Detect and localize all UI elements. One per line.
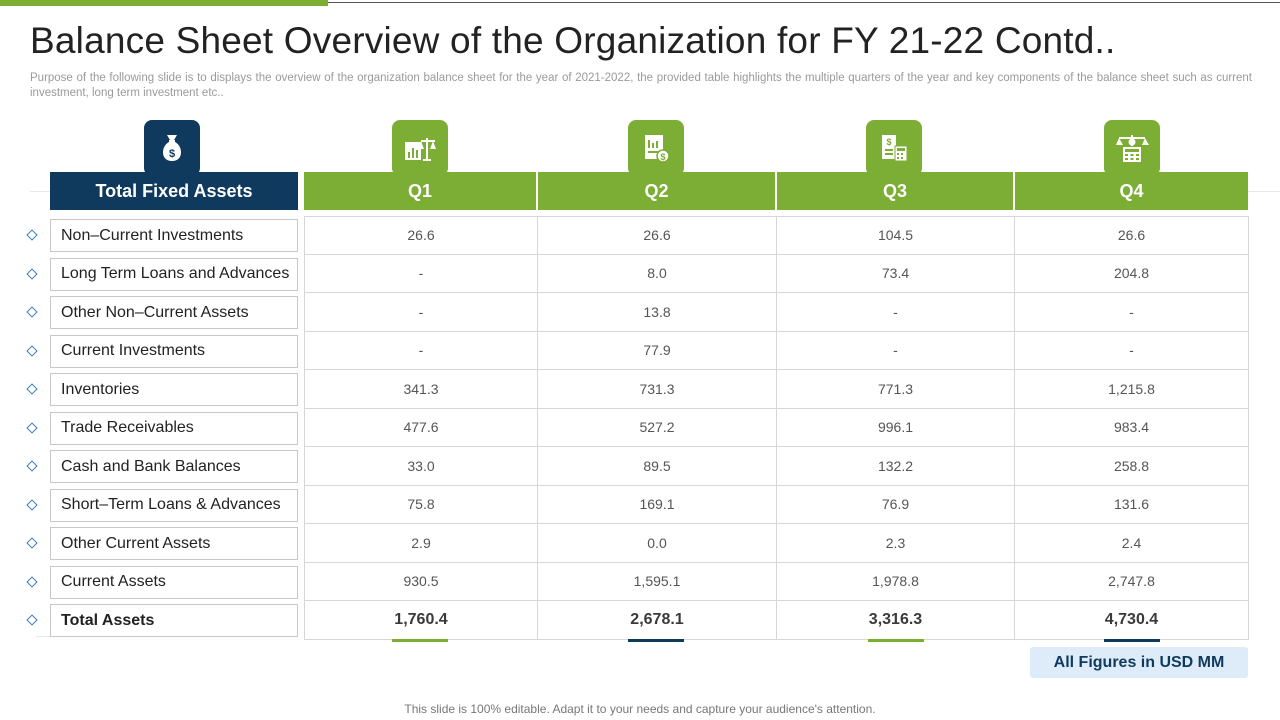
footer-note: This slide is 100% editable. Adapt it to…	[404, 702, 876, 716]
table-cell-q4: 4,730.4	[1015, 601, 1249, 640]
table-cell-q2: 89.5	[538, 447, 777, 486]
table-cell-q4: 131.6	[1015, 485, 1249, 524]
scale-calculator-icon	[1104, 120, 1160, 176]
q4-total-underline	[1104, 639, 1160, 642]
table-cell-q2: 2,678.1	[538, 601, 777, 640]
row-label: Other Current Assets	[50, 527, 298, 560]
table-cell-q4: 2,747.8	[1015, 562, 1249, 601]
row-bullet-icon	[26, 498, 38, 511]
table-cell-q1: 477.6	[304, 408, 538, 447]
table-cell-q4: -	[1015, 293, 1249, 332]
table-cell-q3: 76.9	[777, 485, 1015, 524]
table-cell-q4: 983.4	[1015, 408, 1249, 447]
row-label: Current Investments	[50, 334, 298, 368]
table-cell-q1: 341.3	[304, 370, 538, 409]
financial-document-icon: $	[628, 120, 684, 176]
table-cell-q2: 1,595.1	[538, 562, 777, 601]
svg-text:$: $	[660, 152, 665, 162]
table-cell-q2: 731.3	[538, 370, 777, 409]
table-cell-q1: -	[304, 331, 538, 370]
table-cell-q1: 1,760.4	[304, 601, 538, 640]
row-label: Long Term Loans and Advances	[50, 257, 298, 291]
row-bullet-icon	[26, 460, 38, 472]
table-cell-q3: 996.1	[777, 408, 1015, 447]
q1-total-underline	[392, 639, 448, 642]
table-cell-q2: 77.9	[538, 331, 777, 370]
accent-green-segment	[0, 0, 328, 6]
table-cell-q3: 3,316.3	[777, 601, 1015, 640]
figures-unit-note: All Figures in USD MM	[1030, 647, 1248, 678]
money-bag-icon: $	[144, 120, 200, 176]
table-cell-q3: -	[777, 293, 1015, 332]
svg-text:$: $	[169, 148, 175, 160]
row-label: Trade Receivables	[50, 411, 298, 445]
table-cell-q3: 771.3	[777, 370, 1015, 409]
slide-title: Balance Sheet Overview of the Organizati…	[30, 20, 1116, 61]
column-header-q3: Q3	[777, 172, 1013, 210]
table-cell-q2: 26.6	[538, 216, 777, 255]
row-bullet-icon	[26, 306, 38, 318]
table-cell-q3: 132.2	[777, 447, 1015, 486]
table-cell-q4: 258.8	[1015, 447, 1249, 486]
column-header-q4: Q4	[1015, 172, 1248, 210]
row-label: Inventories	[50, 373, 298, 406]
row-bullet-icon	[26, 614, 38, 626]
table-cell-q3: 1,978.8	[777, 562, 1015, 601]
table-cell-q2: 8.0	[538, 254, 777, 293]
row-label: Other Non–Current Assets	[50, 296, 298, 329]
q3-total-underline	[868, 639, 924, 642]
table-cell-q4: 204.8	[1015, 254, 1249, 293]
row-label: Total Assets	[50, 604, 298, 637]
row-bullet-icon	[26, 537, 38, 549]
table-cell-q4: 2.4	[1015, 524, 1249, 563]
row-bullet-icon	[26, 267, 38, 280]
table-cell-q3: 73.4	[777, 254, 1015, 293]
row-bullet-icon	[26, 229, 38, 241]
svg-text:$: $	[886, 137, 891, 147]
decor-line-left	[30, 191, 50, 192]
table-cell-q2: 527.2	[538, 408, 777, 447]
table-cell-q4: -	[1015, 331, 1249, 370]
row-bullet-icon	[26, 575, 38, 588]
row-label: Short–Term Loans & Advances	[50, 488, 298, 522]
row-bullet-icon	[26, 383, 38, 395]
row-label: Cash and Bank Balances	[50, 450, 298, 483]
table-cell-q1: 33.0	[304, 447, 538, 486]
label-column-header: Total Fixed Assets	[50, 172, 298, 210]
table-cell-q4: 1,215.8	[1015, 370, 1249, 409]
table-cell-q1: 930.5	[304, 562, 538, 601]
top-accent-bar	[0, 0, 1280, 6]
q2-total-underline	[628, 639, 684, 642]
table-cell-q2: 0.0	[538, 524, 777, 563]
slide-subtitle: Purpose of the following slide is to dis…	[30, 72, 1252, 99]
invoice-calculator-icon: $	[866, 120, 922, 176]
row-label: Non–Current Investments	[50, 219, 298, 252]
table-cell-q3: 104.5	[777, 216, 1015, 255]
table-cell-q3: -	[777, 331, 1015, 370]
column-header-q2: Q2	[538, 172, 775, 210]
row-bullet-icon	[26, 421, 38, 434]
table-cell-q1: 26.6	[304, 216, 538, 255]
decor-line-right	[1248, 191, 1280, 192]
table-cell-q2: 13.8	[538, 293, 777, 332]
table-cell-q4: 26.6	[1015, 216, 1249, 255]
balance-scale-chart-icon	[392, 120, 448, 176]
table-cell-q2: 169.1	[538, 485, 777, 524]
accent-line	[328, 2, 1280, 3]
table-cell-q1: -	[304, 293, 538, 332]
table-cell-q3: 2.3	[777, 524, 1015, 563]
row-bullet-icon	[26, 344, 38, 357]
decor-line-bottom	[36, 636, 50, 637]
table-cell-q1: 75.8	[304, 485, 538, 524]
table-cell-q1: -	[304, 254, 538, 293]
row-label: Current Assets	[50, 565, 298, 599]
column-header-q1: Q1	[304, 172, 536, 210]
table-cell-q1: 2.9	[304, 524, 538, 563]
